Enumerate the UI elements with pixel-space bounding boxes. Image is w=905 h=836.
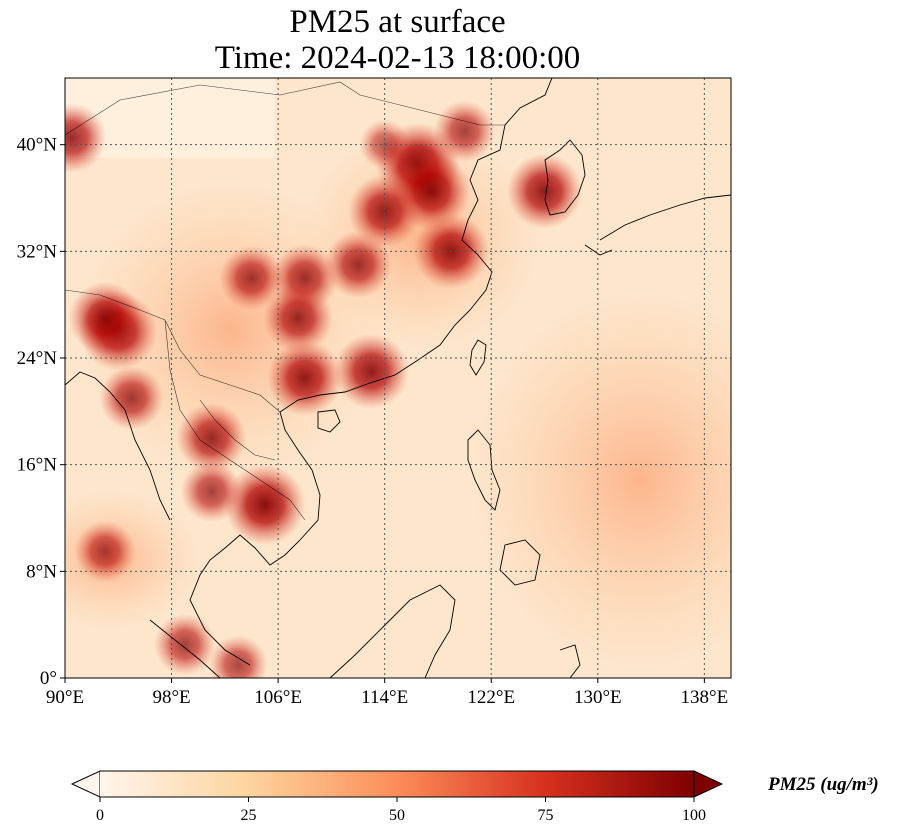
longitude-axis: 90°E 98°E 106°E 114°E 122°E 130°E 138°E xyxy=(46,678,728,708)
y-tick-label: 16°N xyxy=(17,455,58,476)
pm25-hotspot xyxy=(506,153,583,230)
colorbar-tick-label: 100 xyxy=(682,807,706,824)
pm25-hotspot xyxy=(224,464,306,546)
coast-hainan xyxy=(317,409,341,433)
x-tick-label: 90°E xyxy=(46,687,84,708)
coast-luzon xyxy=(467,429,501,511)
colorbar-gradient xyxy=(100,771,694,797)
coast-sumatra xyxy=(149,619,221,678)
y-tick-label: 32°N xyxy=(17,241,58,262)
border-mekong xyxy=(164,319,306,521)
x-tick-label: 98°E xyxy=(152,687,190,708)
y-tick-label: 8°N xyxy=(26,561,57,582)
map-time-subtitle: Time: 2024-02-13 18:00:00 xyxy=(214,40,581,76)
y-tick-label: 24°N xyxy=(17,348,58,369)
colorbar-tick-label: 25 xyxy=(241,807,257,824)
pm25-hotspot xyxy=(348,174,422,248)
pm25-hotspot xyxy=(176,403,247,473)
latitude-axis: 0° 8°N 16°N 24°N 32°N 40°N xyxy=(17,135,65,689)
pm25-hotspots xyxy=(65,100,583,678)
colorbar-ticks: 0 25 50 75 100 xyxy=(96,797,706,824)
pm25-field xyxy=(65,78,731,678)
pm25-hotspot xyxy=(74,520,136,583)
pm25-hotspot xyxy=(324,231,392,299)
pm25-hotspot xyxy=(68,281,142,355)
coast-japan xyxy=(584,194,731,256)
pm25-hotspot xyxy=(65,103,107,173)
coast-indochina xyxy=(189,411,321,666)
border-china-south xyxy=(65,289,281,413)
coast-china-mainland xyxy=(279,78,553,413)
x-tick-label: 138°E xyxy=(681,687,729,708)
coast-mindanao xyxy=(499,539,541,586)
x-tick-label: 114°E xyxy=(361,687,408,708)
border-china-north xyxy=(65,81,505,136)
coast-korea xyxy=(544,139,586,216)
colorbar-tick-label: 75 xyxy=(538,807,554,824)
map-frame xyxy=(64,77,732,679)
pm25-hotspot xyxy=(266,340,343,416)
colorbar-extend-max xyxy=(693,770,724,798)
pm25-hotspot xyxy=(99,365,164,431)
coast-borneo xyxy=(329,584,456,678)
pm25-hotspot xyxy=(219,245,284,311)
border-thai-lao xyxy=(199,399,276,461)
y-tick-label: 40°N xyxy=(17,135,58,156)
coastlines xyxy=(65,78,731,678)
map-title: PM25 at surface xyxy=(289,4,506,40)
colorbar-label: PM25 (ug/m³) xyxy=(768,774,879,795)
haze-pacific xyxy=(470,290,731,670)
country-borders xyxy=(65,81,505,521)
coast-sulawesi xyxy=(559,644,581,678)
pm25-hotspot xyxy=(180,460,243,523)
x-tick-label: 130°E xyxy=(574,687,622,708)
pm25-hotspot xyxy=(433,100,496,163)
colorbar: 0 25 50 75 100 xyxy=(70,770,724,824)
x-tick-label: 106°E xyxy=(254,687,302,708)
x-tick-label: 122°E xyxy=(467,687,515,708)
pm25-hotspot xyxy=(208,635,268,678)
colorbar-extend-min xyxy=(70,770,101,798)
coast-taiwan xyxy=(469,339,487,376)
pm25-hotspot xyxy=(333,333,410,410)
y-tick-label: 0° xyxy=(40,668,57,689)
colorbar-tick-label: 50 xyxy=(389,807,405,824)
pm25-hotspot xyxy=(263,283,334,353)
coast-bay-of-bengal xyxy=(65,371,171,521)
colorbar-tick-label: 0 xyxy=(96,807,104,824)
